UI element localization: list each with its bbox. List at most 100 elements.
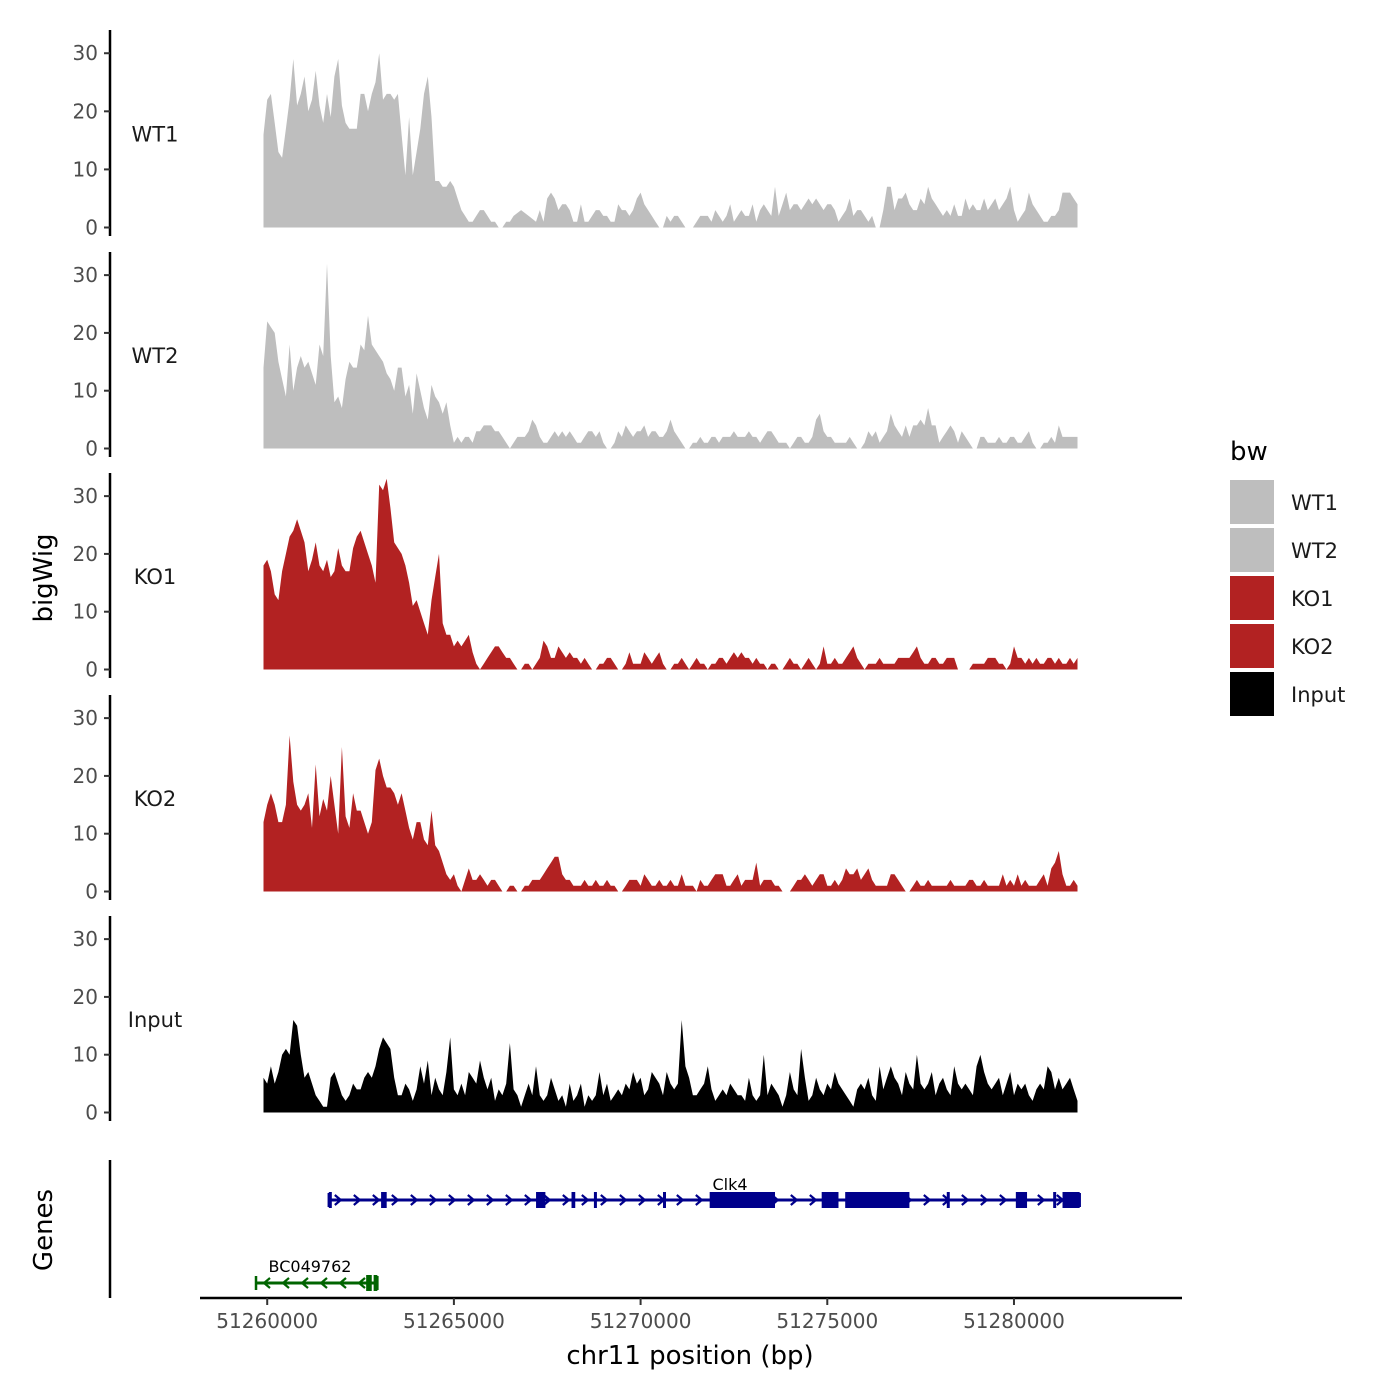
track-label: WT2 [132,344,179,368]
strand-chevron [281,1277,290,1289]
legend-label-wt1: WT1 [1291,491,1338,515]
y-tick-label: 30 [73,706,98,730]
legend-label-ko2: KO2 [1291,635,1334,659]
y-tick-label: 20 [73,99,98,123]
strand-chevron [319,1277,328,1289]
y-tick-label: 20 [73,764,98,788]
gene-exon [1053,1192,1057,1208]
y-tick-label: 20 [73,321,98,345]
y-axis-title: bigWig [29,533,59,622]
strand-chevron [961,1194,970,1206]
strand-chevron [505,1194,514,1206]
gene-exon [366,1275,372,1291]
strand-chevron [562,1194,571,1206]
y-tick-label: 20 [73,985,98,1009]
gene-exon [593,1192,597,1208]
strand-chevron [581,1194,590,1206]
y-tick-label: 30 [73,927,98,951]
legend-swatch-wt1 [1230,480,1274,524]
x-axis: 51260000 51265000 51270000 51275000 51280000 [200,1296,1182,1333]
gene-name-label: BC049762 [269,1257,352,1276]
gene-panel-title: Genes [29,1189,59,1271]
strand-chevron [695,1194,704,1206]
y-tick-label: 30 [73,263,98,287]
legend-swatch-input [1230,672,1274,716]
track-label: KO1 [134,565,177,589]
x-tick-label: 51275000 [776,1309,878,1333]
x-tick-label: 51260000 [216,1309,318,1333]
y-tick-label: 0 [85,437,98,461]
strand-chevron [923,1194,932,1206]
track-wt2: 0 10 20 30 WT2 [73,252,1078,461]
y-tick-label: 10 [73,1043,98,1067]
track-label: WT1 [132,123,179,147]
strand-chevron [676,1194,685,1206]
strand-chevron [410,1194,419,1206]
y-tick-label: 0 [85,1101,98,1125]
gene-exon [1015,1192,1028,1208]
x-tick-label: 51265000 [403,1309,505,1333]
strand-chevron [338,1277,347,1289]
y-tick-label: 10 [73,822,98,846]
gene-exon [946,1192,950,1208]
strand-chevron [809,1194,818,1206]
gene-annotation-panel: Clk4 BC049762 [108,1160,1081,1298]
strand-chevron [790,1194,799,1206]
strand-chevron [357,1277,366,1289]
track-wt1: 0 10 20 30 WT1 [73,30,1078,240]
x-axis-title: chr11 position (bp) [566,1341,813,1371]
gene-name-label: Clk4 [712,1175,747,1194]
strand-chevron [543,1194,552,1206]
track-ko2: 0 10 20 30 KO2 [73,695,1078,904]
y-tick-label: 10 [73,379,98,403]
legend-swatch-wt2 [1230,528,1274,572]
legend-swatch-ko2 [1230,624,1274,668]
y-tick-label: 0 [85,216,98,240]
x-tick-label: 51270000 [590,1309,692,1333]
gene-exon [1062,1192,1080,1208]
coverage-area-wt2 [263,263,1078,449]
y-tick-label: 0 [85,658,98,682]
strand-chevron [999,1194,1008,1206]
coverage-tracks: 0 10 20 30 WT1 0 10 20 30 WT2 0 10 20 30 KO1 0 10 20 30 KO2… [73,30,1078,1125]
track-label: KO2 [134,787,177,811]
gene-bc049762: BC049762 [254,1257,379,1291]
strand-chevron [353,1194,362,1206]
gene-exon [381,1192,387,1208]
coverage-area-input [263,1020,1078,1113]
gene-exon [821,1192,839,1208]
strand-chevron [467,1194,476,1206]
strand-chevron [980,1194,989,1206]
strand-chevron [524,1194,533,1206]
gene-exon [709,1192,776,1208]
gene-exon [662,1192,666,1208]
strand-chevron [600,1194,609,1206]
coverage-area-ko2 [263,735,1078,892]
strand-chevron [486,1194,495,1206]
legend-label-wt2: WT2 [1291,539,1338,563]
gene-exon [373,1275,378,1291]
y-tick-label: 0 [85,880,98,904]
y-tick-label: 10 [73,600,98,624]
legend-swatch-ko1 [1230,576,1274,620]
strand-chevron [619,1194,628,1206]
track-input: 0 10 20 30 Input [73,916,1078,1125]
strand-chevron [372,1194,381,1206]
y-tick-label: 30 [73,41,98,65]
y-tick-label: 20 [73,542,98,566]
gene-exon [845,1192,910,1208]
strand-chevron [262,1277,271,1289]
legend-label-input: Input [1291,683,1345,707]
strand-chevron [638,1194,647,1206]
strand-chevron [391,1194,400,1206]
track-ko1: 0 10 20 30 KO1 [73,473,1078,682]
legend-title: bw [1230,437,1268,467]
track-label: Input [128,1008,182,1032]
gene-exon [571,1192,576,1208]
x-tick-label: 51280000 [963,1309,1065,1333]
coverage-area-wt1 [263,53,1078,228]
legend-label-ko1: KO1 [1291,587,1334,611]
gene-clk4: Clk4 [327,1175,1081,1208]
strand-chevron [429,1194,438,1206]
